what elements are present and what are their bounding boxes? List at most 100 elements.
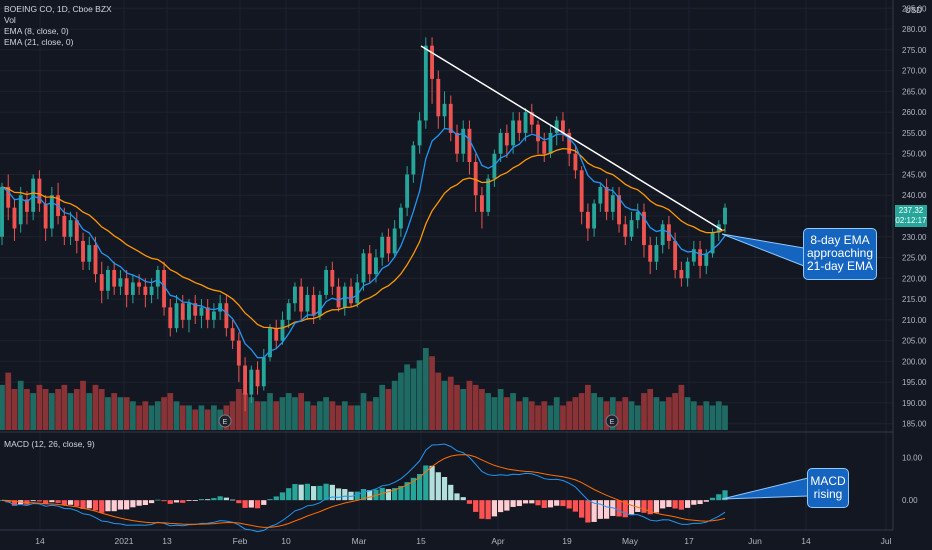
macd-histogram-bar [554,500,560,506]
macd-histogram-bar [198,499,205,501]
candle-body [99,274,104,291]
macd-histogram-bar [11,500,18,506]
candle-body [635,211,640,221]
candle-body [249,369,254,395]
volume-bar [42,389,49,430]
macd-histogram-bar [86,500,92,509]
price-tick-label: 245.00 [902,170,927,179]
macd-histogram-bar [572,500,579,512]
candle-body [211,311,216,320]
candle-body [648,245,653,262]
volume-bar [379,384,386,430]
candle-body [542,141,547,154]
symbol-title[interactable]: BOEING CO, 1D, Cboe BZX [4,4,112,14]
volume-bar [560,405,566,430]
candle-body [274,328,279,341]
volume-bar [410,368,417,430]
macd-histogram-bar [180,500,186,503]
candle-body [12,207,17,229]
macd-histogram-bar [155,499,161,501]
volume-bar [391,380,398,430]
candle-body [236,340,241,366]
candle-body [704,253,709,266]
candle-body [473,162,478,196]
candle-body [536,124,540,142]
candle-body [442,103,447,117]
macd-histogram-bar [67,500,74,505]
volume-bar [360,393,367,430]
volume-bar [229,401,236,430]
candle-body [224,303,229,329]
macd-histogram-bar [429,465,435,501]
macd-histogram-bar [167,500,173,504]
candle-body [168,307,173,329]
volume-bar [117,397,124,430]
candle-body [367,253,372,275]
candle-body [698,249,703,266]
macd-histogram-bar [622,500,628,518]
candle-body [554,120,559,133]
volume-bar [510,393,516,430]
volume-bar [541,401,548,430]
macd-histogram-bar [416,474,423,501]
macd-histogram-bar [105,500,111,512]
volume-bar [466,380,473,430]
signal-line [1,454,726,528]
volume-bar [447,376,454,430]
macd-histogram-bar [603,500,610,519]
time-tick-label: 19 [562,536,572,546]
candle-body [430,45,434,79]
price-tick-label: 225.00 [902,254,927,263]
candle-body [243,365,248,395]
macd-label[interactable]: MACD (12, 26, close, 9) [4,439,95,449]
macd-histogram-bar [579,500,585,518]
volume-bar [61,384,68,430]
macd-histogram-bar [529,500,535,504]
macd-histogram-bar [423,465,429,501]
macd-histogram-bar [254,500,261,509]
candle-body [74,220,79,241]
volume-bar [585,384,591,430]
volume-bar [323,397,329,430]
candle-body [567,132,572,154]
volume-bar [55,389,61,430]
volume-bar [678,384,685,430]
volume-bar [273,401,280,430]
macd-histogram-bar [666,500,672,507]
price-tick-label: 200.00 [902,357,927,366]
volume-bar [516,401,523,430]
macd-histogram-bar [173,500,180,503]
volume-bar [130,401,136,430]
macd-histogram-bar [342,489,348,501]
volume-bar [298,393,305,430]
volume-bar [73,389,80,430]
volume-bar [703,401,710,430]
macd-histogram-bar [261,500,267,505]
time-tick-label: May [622,536,639,546]
macd-histogram-bar [5,500,11,503]
time-tick-label: Feb [233,536,248,546]
candle-body [504,132,509,146]
macd-histogram-bar [653,500,660,513]
time-tick-label: 10 [281,536,291,546]
volume-bar [684,397,691,430]
candle-body [268,328,272,358]
candle-body [31,178,36,212]
macd-histogram-bar [647,500,653,515]
last-price-tag: 237.32 02:12:17 [895,205,927,227]
macd-histogram-bar [130,500,136,508]
candle-body [374,257,378,275]
volume-bar [235,389,242,430]
ema-slow-label[interactable]: EMA (21, close, 0) [4,37,74,47]
ema-lines [1,127,726,359]
time-tick-label: Jul [881,536,892,546]
candle-body [467,128,472,162]
macd-histogram-bar [473,500,479,512]
volume-bar [142,401,149,430]
ema-fast-label[interactable]: EMA (8, close, 0) [4,26,69,36]
axes: 285.00 280.00 275.00 270.00 265.00 260.00 255.… [35,4,927,546]
vol-label[interactable]: Vol [4,15,16,25]
volume-bar [161,397,167,430]
volume-bar [634,405,641,430]
